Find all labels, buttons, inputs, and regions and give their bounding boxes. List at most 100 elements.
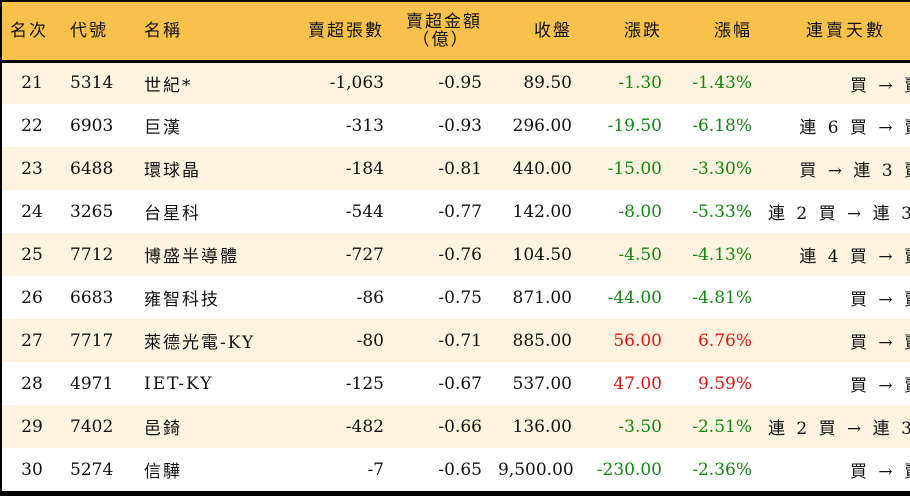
cell-close: 89.50 xyxy=(523,73,572,94)
cell-consecutive-days: 連 6 買 → 賣 xyxy=(799,118,910,138)
cell-name: 萊德光電-KY xyxy=(144,333,256,353)
cell-change: -44.00 xyxy=(607,287,662,308)
cell-change: -15.00 xyxy=(607,158,662,179)
cell-net-sell-volume: -544 xyxy=(345,201,384,222)
cell-change: 56.00 xyxy=(613,330,662,351)
cell-net-sell-volume: -482 xyxy=(345,416,384,437)
cell-code: 5314 xyxy=(70,73,114,94)
table-row: 29 7402 邑錡 -482 -0.66 136.00 -3.50 -2.51… xyxy=(2,405,910,448)
cell-change: -4.50 xyxy=(618,244,662,265)
table-row: 28 4971 IET-KY -125 -0.67 537.00 47.00 9… xyxy=(2,362,910,405)
cell-change: -1.30 xyxy=(618,73,662,94)
cell-name: 信驊 xyxy=(144,462,182,482)
cell-net-sell-amount: -0.75 xyxy=(438,287,482,308)
cell-change-pct: 6.76% xyxy=(697,330,752,351)
cell-close: 104.50 xyxy=(512,244,572,265)
cell-close: 9,500.00 xyxy=(498,459,574,480)
cell-net-sell-volume: -313 xyxy=(345,115,384,136)
cell-change: -19.50 xyxy=(607,115,662,136)
cell-close: 142.00 xyxy=(512,201,572,222)
cell-change: 47.00 xyxy=(613,373,662,394)
cell-rank: 27 xyxy=(21,330,43,351)
cell-code: 7712 xyxy=(70,244,114,265)
cell-name: 世紀* xyxy=(144,75,193,96)
cell-rank: 25 xyxy=(21,244,43,265)
cell-change-pct: -6.18% xyxy=(692,115,752,136)
cell-net-sell-amount: -0.95 xyxy=(438,73,482,94)
header-net-sell-amount: 賣超金額 （億） xyxy=(392,2,490,63)
table-row: 21 5314 世紀* -1,063 -0.95 89.50 -1.30 -1.… xyxy=(2,61,910,104)
cell-change-pct: -5.33% xyxy=(692,201,752,222)
cell-net-sell-volume: -727 xyxy=(345,244,384,265)
cell-name: 環球晶 xyxy=(144,161,201,181)
table-row: 27 7717 萊德光電-KY -80 -0.71 885.00 56.00 6… xyxy=(2,319,910,362)
cell-consecutive-days: 買 → 賣 xyxy=(849,290,910,310)
cell-close: 296.00 xyxy=(512,115,572,136)
cell-net-sell-amount: -0.65 xyxy=(438,459,482,480)
cell-close: 440.00 xyxy=(512,158,572,179)
table-body: 21 5314 世紀* -1,063 -0.95 89.50 -1.30 -1.… xyxy=(2,61,910,491)
cell-change-pct: 9.59% xyxy=(697,373,752,394)
cell-name: 巨漢 xyxy=(144,118,182,138)
cell-code: 7402 xyxy=(70,416,114,437)
cell-net-sell-volume: -86 xyxy=(356,287,384,308)
cell-net-sell-amount: -0.76 xyxy=(438,244,482,265)
cell-name: 邑錡 xyxy=(144,419,182,439)
cell-consecutive-days: 買 → 賣 xyxy=(849,75,910,96)
cell-net-sell-amount: -0.77 xyxy=(438,201,482,222)
header-code: 代號 xyxy=(62,2,136,63)
cell-net-sell-volume: -125 xyxy=(345,373,384,394)
cell-name: 台星科 xyxy=(144,204,201,224)
cell-change-pct: -3.30% xyxy=(692,158,752,179)
cell-close: 871.00 xyxy=(512,287,572,308)
cell-close: 537.00 xyxy=(512,373,572,394)
cell-net-sell-amount: -0.81 xyxy=(438,158,482,179)
cell-consecutive-days: 連 2 買 → 連 3 賣 xyxy=(768,204,910,224)
cell-net-sell-volume: -7 xyxy=(367,459,384,480)
cell-rank: 30 xyxy=(21,459,43,480)
table-row: 23 6488 環球晶 -184 -0.81 440.00 -15.00 -3.… xyxy=(2,147,910,190)
cell-rank: 29 xyxy=(21,416,43,437)
cell-consecutive-days: 買 → 賣 xyxy=(849,333,910,353)
cell-code: 4971 xyxy=(70,373,114,394)
cell-close: 885.00 xyxy=(512,330,572,351)
header-consecutive-days: 連賣天數 xyxy=(760,2,910,63)
cell-change-pct: -4.81% xyxy=(692,287,752,308)
header-change: 漲跌 xyxy=(580,2,670,63)
header-change-pct: 漲幅 xyxy=(670,2,760,63)
cell-net-sell-amount: -0.67 xyxy=(438,373,482,394)
table-row: 26 6683 雍智科技 -86 -0.75 871.00 -44.00 -4.… xyxy=(2,276,910,319)
cell-name: IET-KY xyxy=(144,373,214,394)
cell-code: 6683 xyxy=(70,287,114,308)
table-row: 30 5274 信驊 -7 -0.65 9,500.00 -230.00 -2.… xyxy=(2,448,910,491)
cell-net-sell-volume: -184 xyxy=(345,158,384,179)
cell-change: -230.00 xyxy=(596,459,662,480)
cell-consecutive-days: 連 2 買 → 連 3 賣 xyxy=(768,419,910,439)
cell-rank: 23 xyxy=(21,158,43,179)
cell-code: 6903 xyxy=(70,115,114,136)
cell-net-sell-volume: -80 xyxy=(356,330,384,351)
cell-net-sell-volume: -1,063 xyxy=(329,73,384,94)
header-net-sell-volume: 賣超張數 xyxy=(292,2,392,63)
cell-code: 6488 xyxy=(70,158,114,179)
header-name: 名稱 xyxy=(136,2,292,63)
cell-rank: 26 xyxy=(21,287,43,308)
cell-code: 3265 xyxy=(70,201,114,222)
cell-consecutive-days: 連 4 買 → 賣 xyxy=(799,247,910,267)
header-rank: 名次 xyxy=(2,2,62,63)
cell-net-sell-amount: -0.71 xyxy=(438,330,482,351)
table-row: 25 7712 博盛半導體 -727 -0.76 104.50 -4.50 -4… xyxy=(2,233,910,276)
table-row: 24 3265 台星科 -544 -0.77 142.00 -8.00 -5.3… xyxy=(2,190,910,233)
cell-consecutive-days: 買 → 賣 xyxy=(849,376,910,396)
header-net-sell-amount-unit: （億） xyxy=(412,29,470,50)
cell-change-pct: -2.51% xyxy=(692,416,752,437)
table-header-row: 名次 代號 名稱 賣超張數 賣超金額 （億） 收盤 漲跌 漲幅 連賣天數 xyxy=(2,2,910,63)
cell-change: -3.50 xyxy=(618,416,662,437)
cell-consecutive-days: 買 → 賣 xyxy=(849,462,910,482)
cell-code: 5274 xyxy=(70,459,114,480)
table-row: 22 6903 巨漢 -313 -0.93 296.00 -19.50 -6.1… xyxy=(2,104,910,147)
cell-change: -8.00 xyxy=(618,201,662,222)
cell-name: 雍智科技 xyxy=(144,290,220,310)
